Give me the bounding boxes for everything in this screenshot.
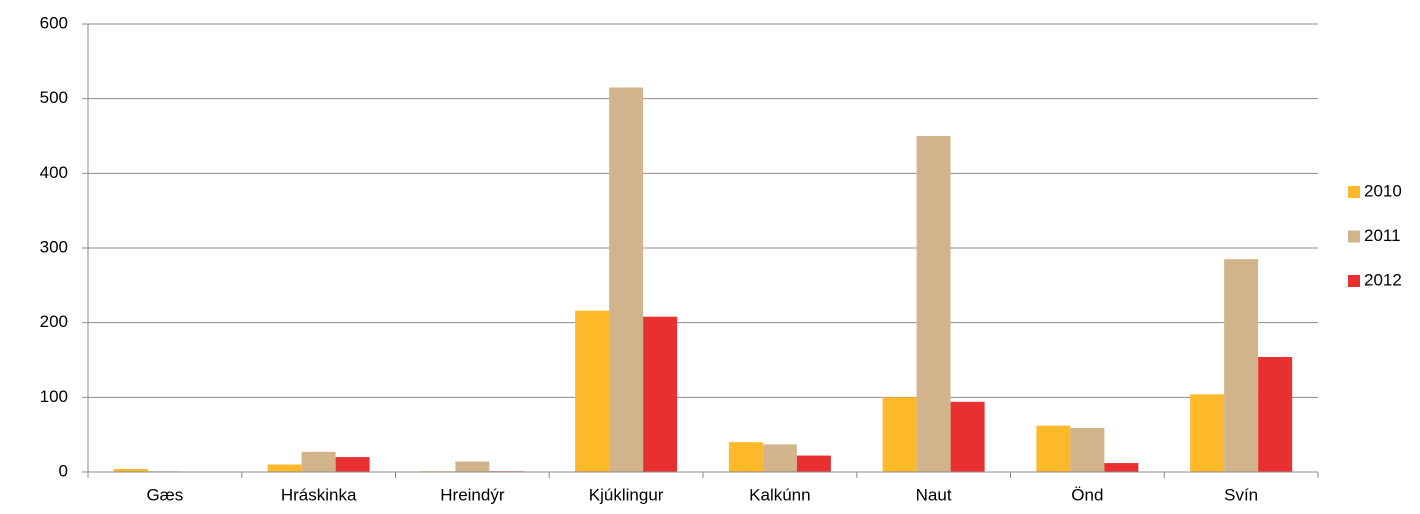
bar [643,316,678,472]
bar [301,451,336,472]
x-tick-label: Gæs [146,485,183,504]
y-tick-label: 400 [40,163,68,182]
x-tick-label: Svín [1224,485,1258,504]
bar [267,464,302,472]
legend-label: 2010 [1364,181,1402,200]
bar [1036,425,1071,472]
x-tick-label: Hráskinka [281,485,357,504]
bar [1070,427,1105,472]
y-tick-label: 0 [59,461,68,480]
x-tick-label: Kalkúnn [749,485,810,504]
x-tick-label: Önd [1071,485,1103,504]
bar [1190,394,1225,472]
y-tick-label: 300 [40,237,68,256]
bar [1224,259,1259,472]
bar [882,397,917,472]
y-tick-label: 100 [40,387,68,406]
x-tick-label: Kjúklingur [589,485,664,504]
bar [609,87,644,472]
bar [1104,463,1139,472]
bar [728,442,763,472]
legend-swatch [1348,230,1360,243]
bar [575,310,610,472]
legend-swatch [1348,275,1360,287]
y-tick-label: 200 [40,312,68,331]
bar [796,455,831,472]
bar [335,457,370,472]
bar [113,469,148,472]
legend-label: 2012 [1364,270,1402,289]
legend-label: 2011 [1364,226,1401,245]
x-tick-label: Naut [916,485,952,504]
bar [762,444,797,472]
bar [455,461,490,472]
y-tick-label: 600 [40,13,68,32]
bar [950,401,985,472]
bar [1258,357,1293,472]
x-tick-label: Hreindýr [440,485,505,504]
bar [916,136,951,472]
legend-swatch [1348,186,1360,198]
y-tick-label: 500 [40,88,68,107]
